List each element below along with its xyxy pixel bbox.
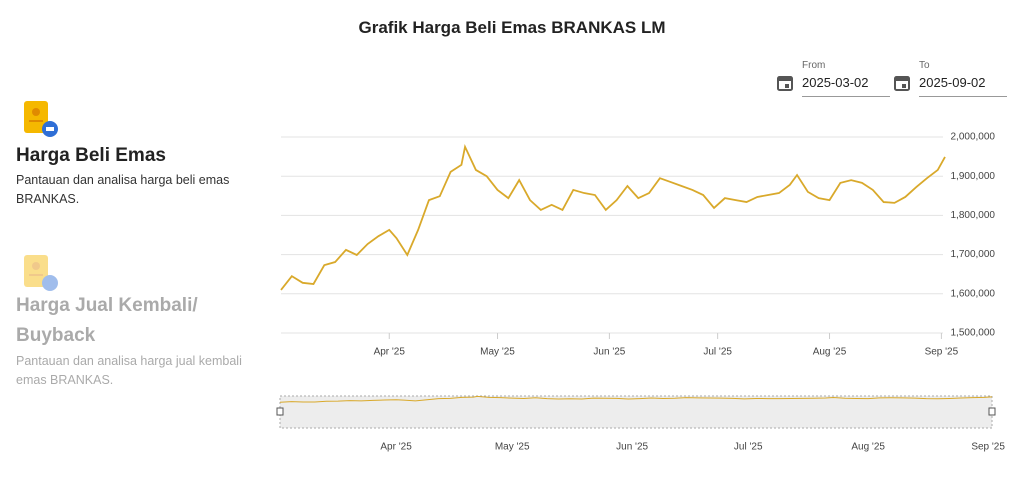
buy-icon: [24, 101, 58, 137]
price-line: [280, 143, 946, 291]
navigator-tick-label: Apr '25: [380, 442, 412, 453]
menu-title[interactable]: Harga Beli Emas: [16, 145, 166, 166]
calendar-icon: [894, 76, 910, 91]
y-tick-label: 1,800,000: [951, 210, 996, 221]
y-tick-label: 1,500,000: [951, 328, 996, 339]
sell-icon: [24, 255, 58, 291]
navigator-handle[interactable]: [276, 407, 284, 416]
calendar-icon: [777, 76, 793, 91]
x-tick-label: Jul '25: [703, 347, 732, 358]
menu-title[interactable]: Harga Jual Kembali/ Buyback: [16, 295, 198, 346]
navigator-handle[interactable]: [988, 407, 996, 416]
x-tick-label: Apr '25: [374, 347, 406, 358]
y-tick-label: 1,900,000: [951, 171, 996, 182]
menu-description: Pantauan dan analisa harga beli emas BRA…: [16, 173, 230, 206]
y-tick-label: 1,700,000: [951, 249, 996, 260]
x-tick-label: May '25: [480, 347, 515, 358]
navigator-window: [279, 395, 993, 429]
page-title: Grafik Harga Beli Emas BRANKAS LM: [358, 18, 666, 37]
x-tick-label: Aug '25: [813, 347, 847, 358]
navigator-tick-label: Jun '25: [616, 442, 648, 453]
x-tick-label: Sep '25: [925, 347, 959, 358]
x-tick-label: Jun '25: [593, 347, 625, 358]
navigator-tick-label: Sep '25: [971, 442, 1005, 453]
to-date[interactable]: 2025-09-02: [919, 75, 1007, 97]
navigator-tick-label: Aug '25: [851, 442, 885, 453]
y-tick-label: 2,000,000: [951, 132, 996, 143]
menu-description: Pantauan dan analisa harga jual kembali …: [16, 354, 242, 387]
navigator-tick-label: Jul '25: [734, 442, 763, 453]
from-date[interactable]: 2025-03-02: [802, 75, 890, 97]
navigator-line: [279, 395, 993, 403]
navigator-tick-label: May '25: [495, 442, 530, 453]
to-label: To: [919, 60, 930, 71]
from-label: From: [802, 60, 826, 71]
y-tick-label: 1,600,000: [951, 288, 996, 299]
